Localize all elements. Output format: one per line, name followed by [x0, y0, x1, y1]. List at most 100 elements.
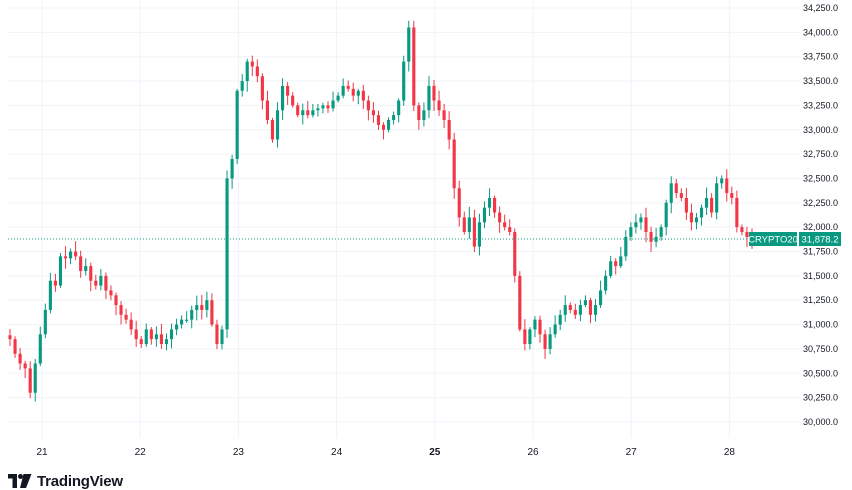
candle-body	[366, 100, 370, 111]
candle-body	[159, 334, 163, 345]
candle-body	[629, 227, 633, 237]
y-tick-label: 32,250.0	[803, 198, 838, 208]
candle-body	[215, 324, 219, 345]
candle-body	[169, 329, 174, 340]
candle-body	[250, 61, 254, 67]
candle-body	[392, 115, 396, 121]
candle-body	[619, 256, 623, 267]
candle-body	[376, 115, 381, 125]
candle-body	[447, 120, 451, 140]
candle-body	[427, 85, 431, 111]
candle-body	[578, 305, 582, 315]
candle-body	[508, 227, 512, 233]
candle-body	[220, 329, 224, 345]
candle-body	[573, 309, 577, 315]
candle-body	[351, 88, 355, 96]
candle-body	[467, 217, 471, 233]
candle-body	[442, 110, 446, 121]
candle-body	[200, 305, 204, 310]
candle-body	[684, 197, 688, 213]
candle-body	[205, 300, 209, 310]
candle-body	[472, 217, 476, 247]
candle-body	[281, 85, 285, 111]
candle-body	[306, 110, 310, 116]
candle-body	[296, 105, 300, 116]
y-tick-label: 32,750.0	[803, 149, 838, 159]
candle-body	[210, 300, 214, 325]
candle-body	[381, 124, 386, 130]
y-tick-label: 34,250.0	[803, 3, 838, 13]
last-price-label: 31,878.2	[802, 235, 839, 246]
x-tick-label: 28	[724, 447, 736, 458]
candle-body	[94, 280, 98, 286]
candle-body	[482, 207, 487, 223]
candle-body	[730, 193, 734, 198]
x-tick-label: 26	[527, 447, 539, 458]
candle-body	[503, 222, 507, 228]
candle-body	[694, 217, 699, 223]
candle-body	[33, 363, 37, 393]
candle-body	[114, 295, 118, 306]
candle-body	[679, 193, 683, 198]
candle-body	[48, 280, 52, 310]
candle-body	[23, 363, 27, 369]
candle-body	[119, 305, 123, 315]
candle-body	[79, 256, 83, 271]
candle-body	[604, 275, 608, 291]
y-tick-label: 30,750.0	[803, 344, 838, 354]
candle-body	[311, 110, 315, 116]
candle-body	[361, 90, 365, 101]
candle-body	[528, 329, 532, 345]
candle-body	[432, 85, 436, 101]
candle-body	[583, 300, 587, 306]
candle-body	[89, 266, 93, 281]
candle-body	[69, 251, 73, 259]
candle-body	[164, 339, 169, 345]
candle-body	[225, 178, 229, 330]
candle-body	[669, 183, 673, 203]
candle-body	[245, 61, 249, 82]
candle-body	[275, 110, 280, 140]
grid	[8, 0, 800, 438]
candle-body	[720, 178, 724, 184]
candle-body	[397, 100, 401, 116]
candle-body	[190, 309, 194, 320]
candle-body	[634, 222, 638, 228]
candle-body	[185, 319, 189, 321]
x-tick-label: 22	[135, 447, 147, 458]
candle-body	[356, 90, 360, 96]
candle-body	[28, 368, 32, 393]
candle-body	[533, 319, 537, 330]
candle-body	[699, 207, 704, 218]
y-tick-label: 33,000.0	[803, 125, 838, 135]
candle-body	[265, 100, 269, 121]
candle-body	[387, 120, 391, 130]
price-tag: CRYPTO20 31,878.2	[748, 232, 841, 247]
x-tick-label: 24	[331, 447, 343, 458]
candle-body	[543, 334, 547, 349]
candle-body	[498, 212, 502, 223]
candle-body	[659, 227, 663, 237]
candle-body	[260, 76, 264, 101]
candle-body	[422, 110, 426, 121]
candle-body	[689, 212, 693, 223]
candle-body	[154, 334, 158, 340]
candle-body	[336, 95, 340, 101]
candle-body	[326, 105, 330, 109]
candle-body	[614, 261, 618, 267]
candle-body	[558, 314, 562, 325]
y-axis: 34,250.0 34,000.0 33,750.0 33,500.0 33,250.0…	[803, 3, 838, 427]
candle-body	[674, 183, 678, 194]
candles	[8, 20, 754, 402]
candle-body	[644, 217, 648, 233]
candle-body	[735, 197, 739, 228]
candle-body	[109, 290, 113, 296]
y-tick-label: 30,250.0	[803, 393, 838, 403]
candle-body	[134, 329, 138, 340]
candle-body	[664, 202, 668, 228]
candle-body	[104, 275, 108, 291]
y-tick-label: 30,000.0	[803, 417, 838, 427]
candle-body	[346, 85, 350, 89]
x-tick-label: 25	[429, 447, 441, 458]
candle-body	[513, 232, 517, 276]
